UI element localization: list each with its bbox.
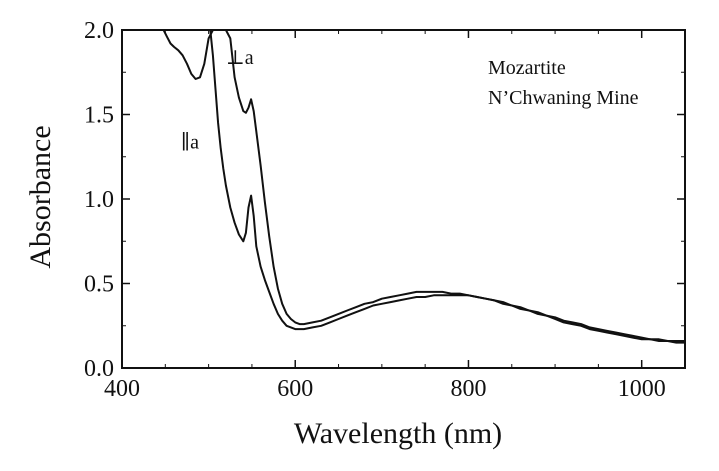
x-tick-label: 800 <box>450 376 486 402</box>
y-tick-label: 1.0 <box>84 187 114 213</box>
series-label-0: ⊥a <box>226 47 254 69</box>
y-tick-label: 0.0 <box>84 356 114 382</box>
y-tick-label: 2.0 <box>84 18 114 44</box>
y-tick-label: 1.5 <box>84 103 114 129</box>
x-tick-label: 600 <box>277 376 313 402</box>
y-tick-label: 0.5 <box>84 272 114 298</box>
annotation-locality: N’Chwaning Mine <box>488 87 639 109</box>
axes-layer <box>121 29 685 369</box>
x-tick-label: 1000 <box>618 376 666 402</box>
series-layer <box>162 30 685 344</box>
x-axis-title: Wavelength (nm) <box>294 417 502 450</box>
y-axis-title: Absorbance <box>24 125 57 268</box>
frame-layer <box>121 29 686 369</box>
series-line-1 <box>209 30 685 342</box>
text-layer: Mozartite N’Chwaning Mine Wavelength (nm… <box>24 18 666 450</box>
series-label-1: ∥a <box>181 131 199 153</box>
plot-frame <box>121 29 686 369</box>
series-line-0 <box>162 30 685 344</box>
x-tick-label: 400 <box>104 376 140 402</box>
annotation-mineral-name: Mozartite <box>488 57 566 79</box>
